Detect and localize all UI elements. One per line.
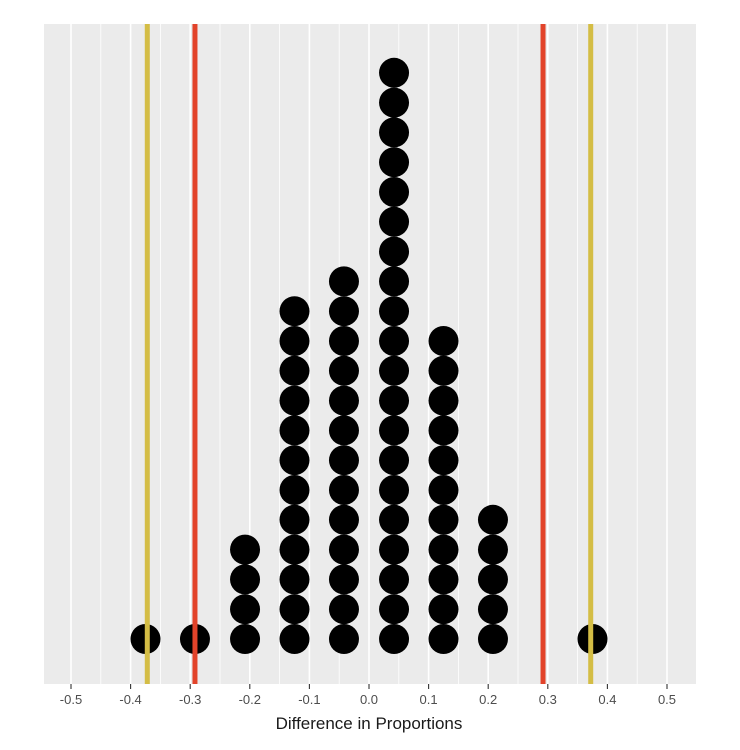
data-dot [328,266,359,297]
data-dot [379,534,410,565]
data-dot [230,534,261,565]
data-dot [279,564,310,595]
data-dot [428,445,459,476]
data-dot [379,415,410,446]
data-dot [328,385,359,416]
grid-lines [70,24,668,684]
x-tick-label: 0.5 [658,692,676,707]
data-dot [279,296,310,327]
x-tick-label: -0.4 [119,692,141,707]
data-dot [379,504,410,535]
data-dot [379,147,410,178]
data-dot [379,87,410,118]
data-dot [328,445,359,476]
x-tick-label: 0.1 [420,692,438,707]
x-tick-label: 0.0 [360,692,378,707]
data-dot [477,564,508,595]
data-dot [279,504,310,535]
data-dot [328,326,359,356]
data-dot [379,445,410,476]
data-dot [379,326,410,356]
data-dot [230,594,261,625]
x-tick-label: -0.1 [298,692,320,707]
data-dot [328,504,359,535]
data-dot [379,385,410,416]
data-dot [279,326,310,356]
data-dot [279,534,310,565]
data-dot [477,594,508,625]
data-dot [379,266,410,297]
x-tick-label: -0.3 [179,692,201,707]
data-dot [477,534,508,565]
data-dot [428,594,459,625]
data-dot [477,504,508,535]
data-dot [379,57,410,88]
data-dot [379,564,410,595]
data-dot [428,504,459,535]
data-dot [328,415,359,446]
data-dot [328,624,359,654]
data-dot [379,475,410,505]
data-dot [279,594,310,625]
data-dot [428,564,459,595]
data-dot [279,385,310,416]
x-tick-label: -0.5 [60,692,82,707]
x-axis-ticks: -0.5 -0.4 -0.3 -0.2 -0.1 0.0 0.1 0.2 0.3 0.4 0.5 [60,684,676,707]
x-axis-title: Difference in Proportions [276,714,463,733]
data-dot [379,236,410,267]
panel-background [44,24,696,684]
data-dot [428,326,459,356]
data-dot [428,475,459,505]
data-dot [379,117,410,148]
data-dot [279,624,310,654]
data-dot [279,415,310,446]
data-dot [428,415,459,446]
data-dot [379,594,410,625]
data-dot [379,296,410,327]
reference-lines [144,24,594,684]
data-dot [230,564,261,595]
data-dot [428,534,459,565]
data-dot [428,385,459,416]
data-dot [230,624,261,654]
data-dot [279,355,310,386]
x-tick-label: 0.3 [539,692,557,707]
data-dot [328,475,359,505]
data-dot [379,624,410,654]
data-dot [379,206,410,237]
x-tick-label: 0.4 [598,692,616,707]
x-tick-label: -0.2 [239,692,261,707]
data-dot [477,624,508,654]
x-tick-label: 0.2 [479,692,497,707]
data-dot [328,594,359,625]
data-dot [279,475,310,505]
data-dot [328,355,359,386]
data-dot [328,534,359,565]
data-dot [428,624,459,654]
data-dot [328,296,359,327]
data-dot [428,355,459,386]
data-dot [328,564,359,595]
data-dot [379,355,410,386]
data-dot [379,177,410,207]
data-dot [279,445,310,476]
